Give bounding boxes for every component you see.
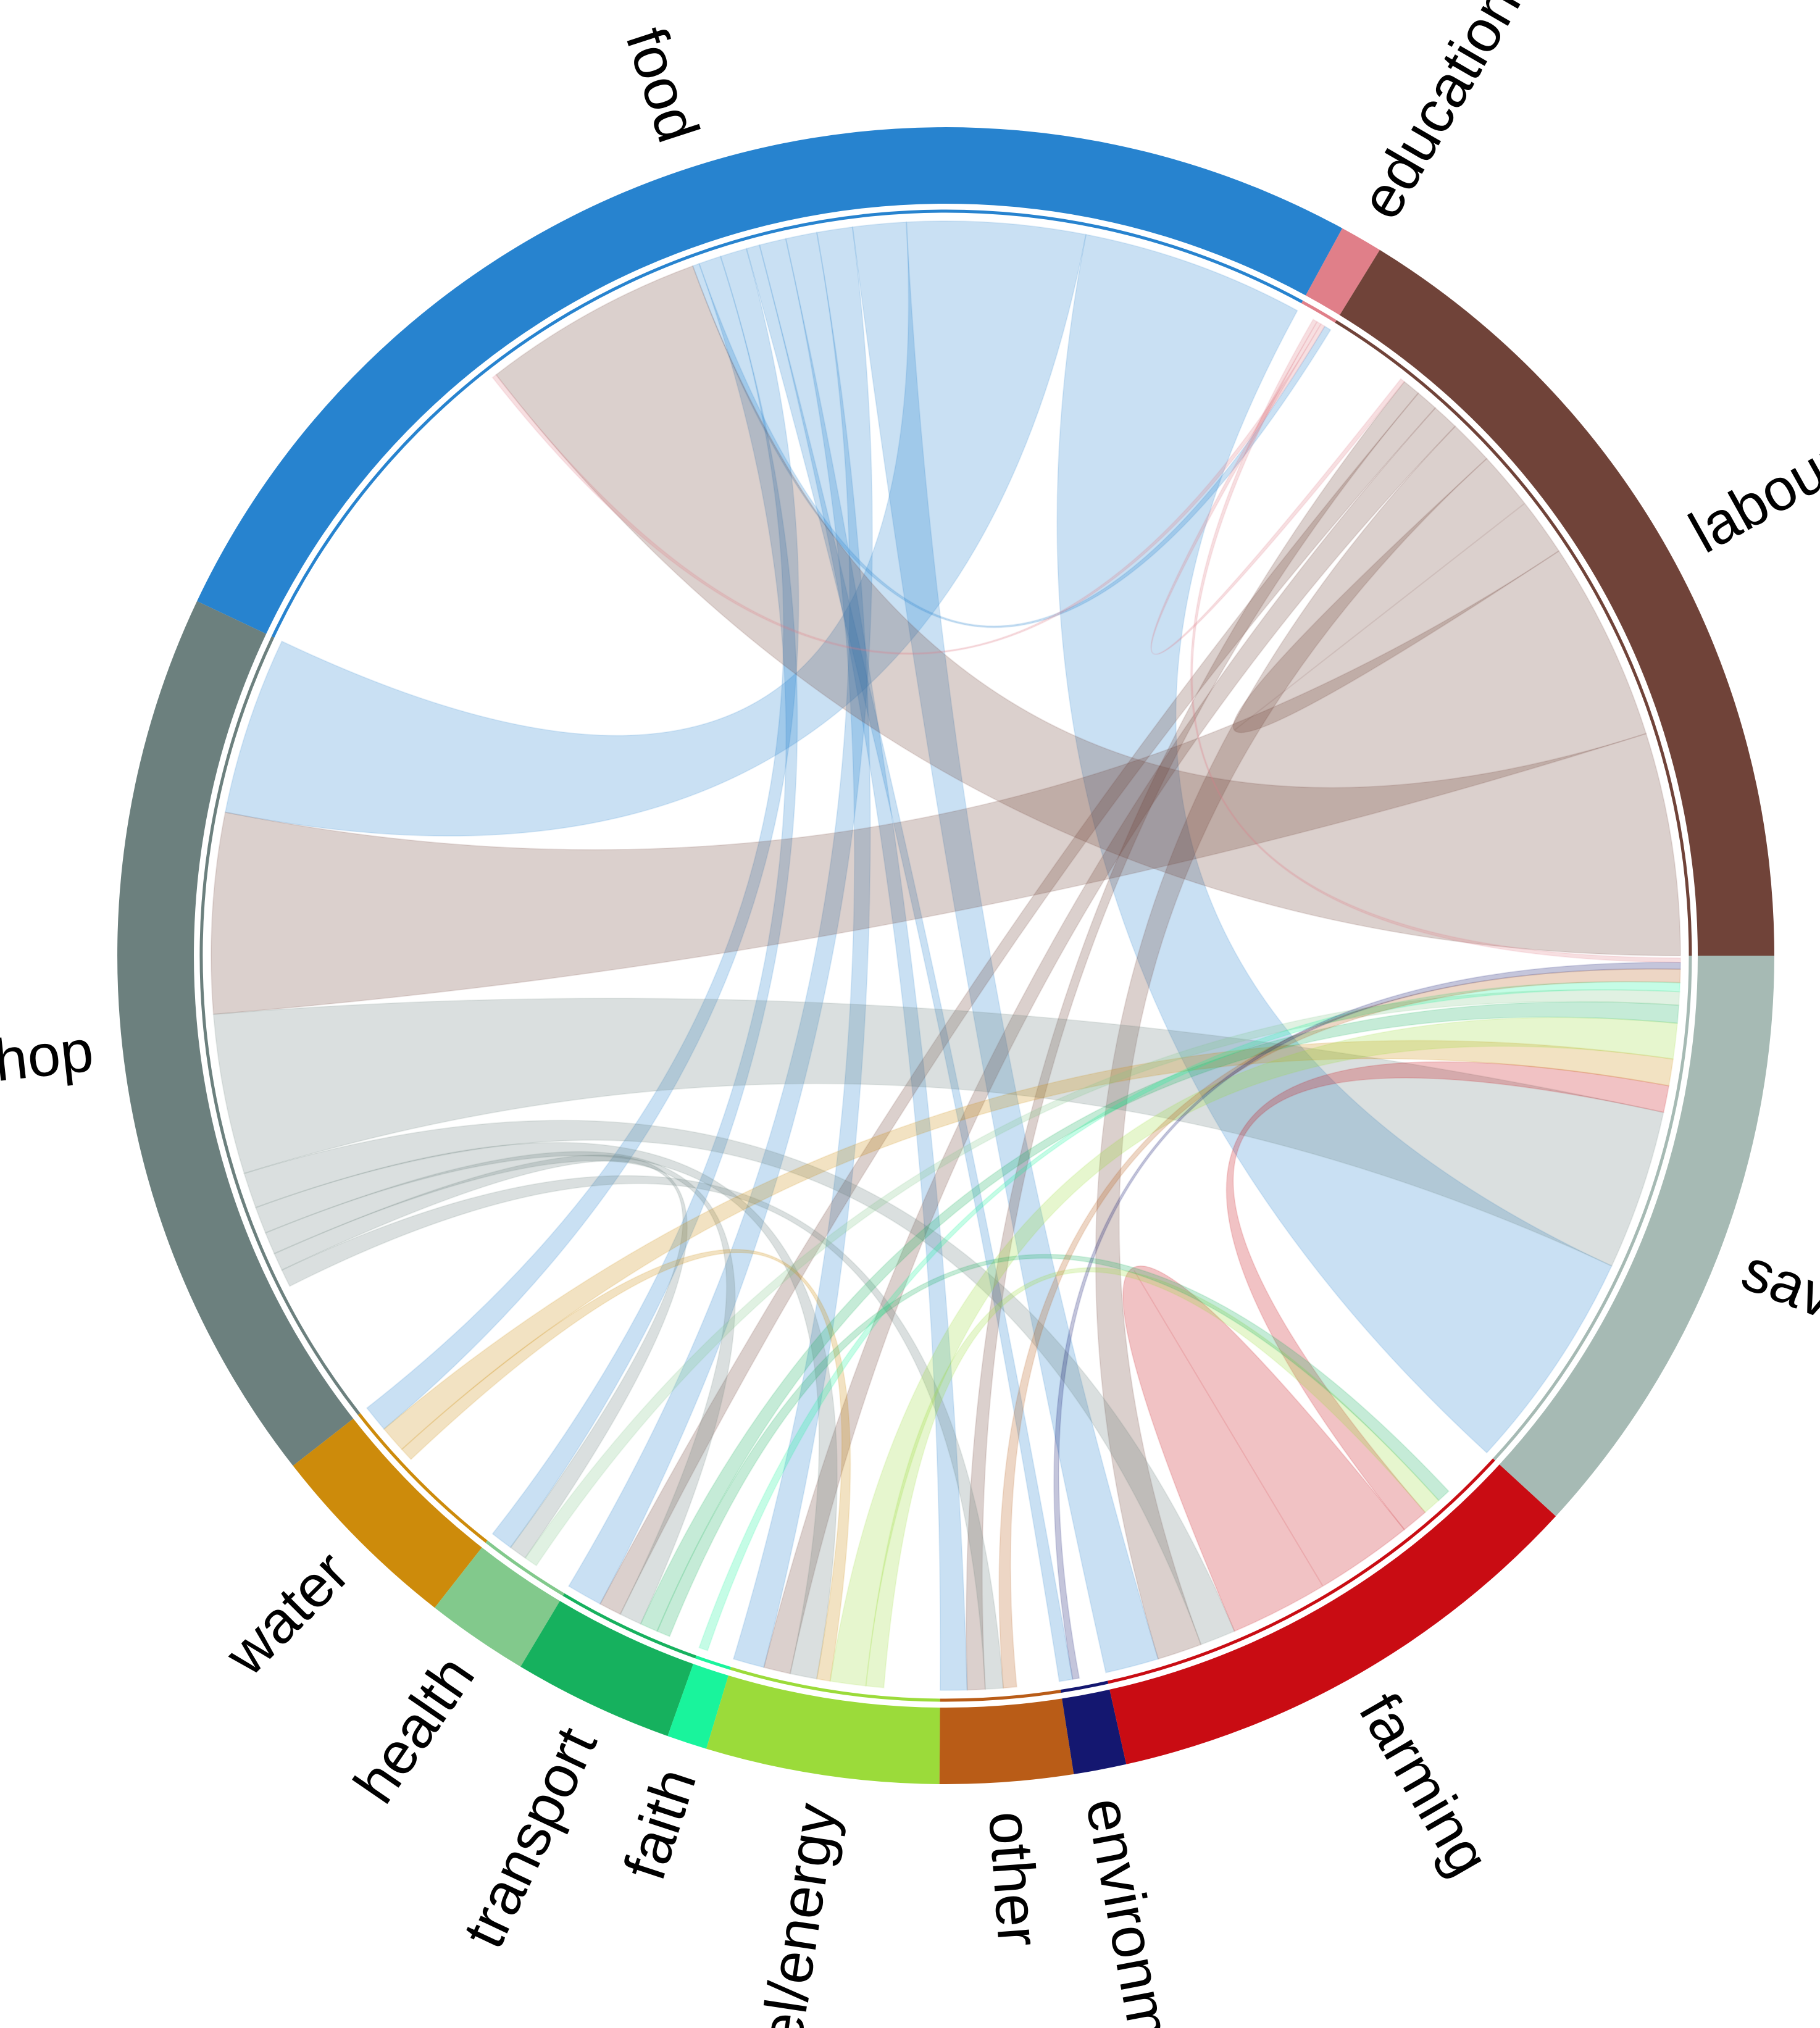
chord-farming-to-farming — [1122, 1265, 1406, 1632]
arc-track-food — [271, 209, 1303, 638]
arc-water — [293, 1419, 482, 1608]
chord-labour-to-labour — [1232, 457, 1560, 733]
arc-track-environment — [1060, 1680, 1109, 1693]
chord-food-to-other — [758, 238, 968, 1692]
label-labour: labour — [1679, 428, 1820, 566]
chord-education-to-labour — [1150, 320, 1406, 655]
arc-track-health — [485, 1540, 565, 1596]
chord-ribbons — [211, 220, 1682, 1692]
chord-labour-to-farming — [1095, 425, 1488, 1660]
arc-track-transport — [562, 1593, 696, 1659]
arc-labour — [1339, 249, 1774, 956]
arc-farming — [1109, 1464, 1556, 1764]
arc-education — [1305, 228, 1380, 315]
chord-shop-to-fuel-energy — [254, 1141, 838, 1680]
label-fuel-energy: fuel/energy — [741, 1799, 850, 2028]
arc-faith — [667, 1664, 728, 1749]
label-water: water — [212, 1538, 362, 1688]
arc-track-education — [1301, 300, 1337, 323]
label-environment: environment — [1073, 1793, 1198, 2028]
arc-track-savings — [1493, 955, 1692, 1461]
chord-labour-to-food — [495, 265, 1682, 957]
chord-labour-to-fuel-energy — [763, 407, 1456, 1675]
chord-labour-to-shop — [211, 550, 1647, 1015]
arc-track-shop — [199, 636, 361, 1416]
arc-track-labour — [1335, 320, 1692, 956]
label-savings: savings — [1734, 1237, 1820, 1371]
chord-food-to-health — [491, 256, 798, 1548]
arc-savings — [1499, 956, 1774, 1516]
arc-track-water — [357, 1413, 488, 1543]
arc-track-fuel-energy — [730, 1667, 940, 1702]
arc-food — [197, 127, 1343, 634]
chord-food-to-farming — [851, 221, 1159, 1674]
chord-labour-to-transport — [599, 392, 1437, 1616]
chord-environment-to-savings — [1053, 961, 1681, 1680]
arc-shop — [117, 601, 354, 1466]
chord-labour-to-other — [966, 380, 1419, 1691]
label-faith: faith — [611, 1761, 709, 1888]
label-farming: farming — [1346, 1682, 1503, 1887]
chord-water-to-savings — [383, 1040, 1674, 1451]
chord-fuel-energy-to-farming — [865, 1267, 1440, 1688]
arc-track-farming — [1108, 1458, 1495, 1684]
chord-transport-to-farming — [656, 1253, 1450, 1638]
chord-shop-to-health — [273, 1154, 688, 1559]
label-food: food — [613, 20, 712, 150]
chord-water-to-fuel-energy — [401, 1248, 851, 1682]
chord-faith-to-savings — [698, 981, 1681, 1651]
chord-food-to-transport — [567, 226, 873, 1605]
chord-education-to-savings — [1190, 319, 1682, 964]
label-health: health — [341, 1644, 487, 1814]
chord-food-to-fuel-energy — [732, 232, 871, 1669]
arc-fuel-energy — [706, 1675, 940, 1784]
arc-health — [435, 1547, 560, 1667]
chord-farming-to-savings — [1225, 1061, 1670, 1531]
group-arcs — [117, 127, 1774, 1785]
chord-education-to-food — [491, 323, 1326, 655]
arc-transport — [520, 1601, 693, 1737]
arc-environment — [1062, 1689, 1127, 1774]
chord-fuel-energy-to-savings — [829, 1017, 1679, 1687]
label-transport: transport — [450, 1717, 609, 1957]
chord-food-to-education — [691, 262, 1332, 628]
label-education: education — [1348, 0, 1534, 230]
arc-track-faith — [695, 1655, 732, 1670]
chord-food-to-environment — [745, 244, 1074, 1682]
label-other: other — [976, 1809, 1052, 1948]
label-shop: shop — [0, 1017, 96, 1097]
chord-shop-to-savings — [212, 998, 1664, 1267]
arc-other — [939, 1698, 1074, 1785]
arc-track-other — [940, 1690, 1061, 1702]
chord-shop-to-transport — [264, 1151, 736, 1625]
chord-food-to-water — [365, 248, 799, 1430]
chord-shop-to-other — [281, 1175, 1004, 1690]
chord-food-to-savings — [1056, 233, 1613, 1454]
chord-food-to-shop — [224, 220, 1087, 837]
chord-shop-to-farming — [243, 1119, 1235, 1646]
chord-transport-to-savings — [640, 1001, 1680, 1632]
chord-health-to-savings — [524, 989, 1680, 1567]
chord-other-to-savings — [998, 968, 1681, 1689]
